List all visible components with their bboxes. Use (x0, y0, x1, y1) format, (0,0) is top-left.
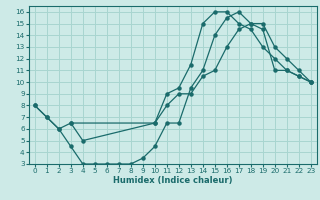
X-axis label: Humidex (Indice chaleur): Humidex (Indice chaleur) (113, 176, 233, 185)
